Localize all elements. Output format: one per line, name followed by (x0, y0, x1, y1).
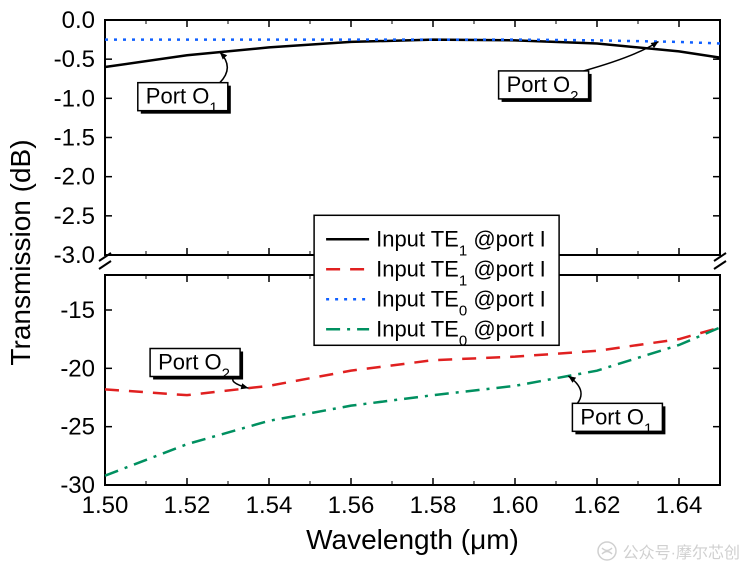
y-tick-label: -15 (60, 297, 95, 324)
y-axis-label: Transmission (dB) (5, 139, 36, 365)
x-tick-label: 1.56 (328, 492, 375, 519)
x-tick-label: 1.54 (246, 492, 293, 519)
y-tick-label: -2.5 (54, 203, 95, 230)
watermark-text: 公众号·摩尔芯创 (623, 539, 740, 563)
y-tick-label: -0.5 (54, 46, 95, 73)
y-tick-label: -3.0 (54, 242, 95, 269)
annotation-arrowhead (220, 52, 227, 59)
x-tick-label: 1.60 (492, 492, 539, 519)
y-tick-label: -20 (60, 355, 95, 382)
x-tick-label: 1.52 (164, 492, 211, 519)
x-axis-label: Wavelength (μm) (306, 524, 519, 555)
y-tick-label: -1.0 (54, 85, 95, 112)
y-tick-label: -1.5 (54, 125, 95, 152)
y-tick-label: -2.0 (54, 164, 95, 191)
chart-container: 1.501.521.541.561.581.601.621.640.0-0.5-… (0, 0, 752, 569)
y-tick-label: -30 (60, 472, 95, 499)
annotation-arrow (568, 376, 581, 403)
y-tick-label: -25 (60, 414, 95, 441)
transmission-chart: 1.501.521.541.561.581.601.621.640.0-0.5-… (0, 0, 752, 569)
watermark: 公众号·摩尔芯创 (597, 539, 740, 563)
series-te1_solid (105, 40, 720, 67)
series-te0_dot (105, 40, 720, 44)
x-tick-label: 1.62 (574, 492, 621, 519)
x-tick-label: 1.58 (410, 492, 457, 519)
y-tick-label: 0.0 (62, 7, 95, 34)
x-tick-label: 1.64 (656, 492, 703, 519)
